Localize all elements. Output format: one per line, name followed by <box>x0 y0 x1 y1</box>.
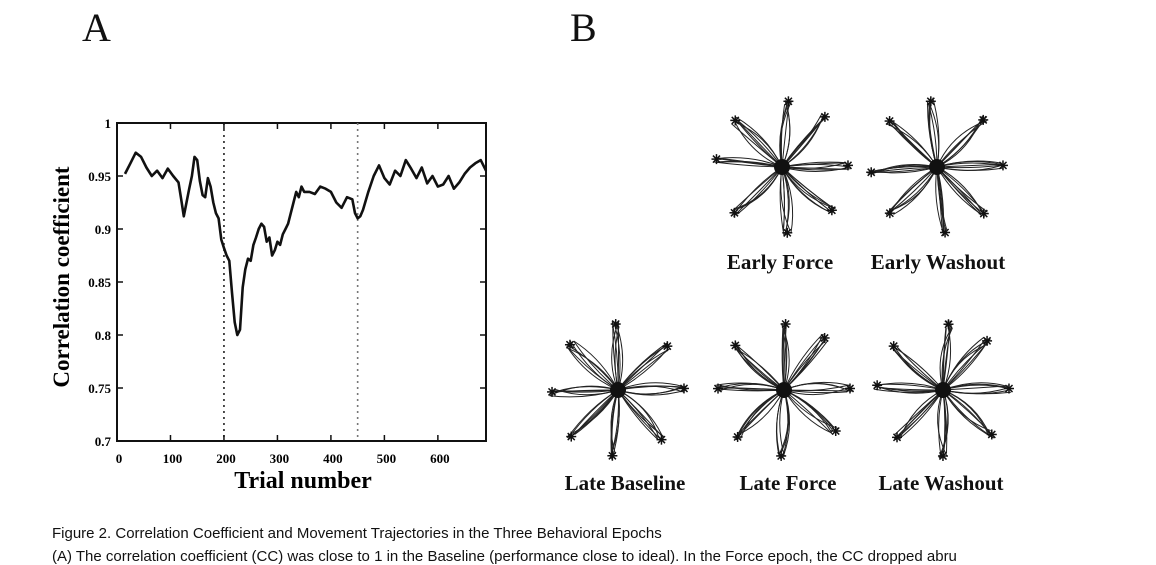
trajectory-path <box>942 389 991 436</box>
trajectory-path <box>889 166 938 213</box>
plot-frame <box>116 122 487 442</box>
target-marker <box>712 155 721 164</box>
x-tick-label: 200 <box>216 451 236 466</box>
y-tick-label: 0.75 <box>88 381 111 396</box>
target-marker <box>885 209 894 218</box>
x-tick-label: 100 <box>163 451 183 466</box>
trajectory-label-early-force: Early Force <box>726 250 834 274</box>
target-marker <box>820 333 829 343</box>
target-marker <box>979 209 988 218</box>
trajectory-path <box>569 340 619 391</box>
target-marker <box>843 161 853 170</box>
trajectory-path <box>781 166 786 232</box>
y-tick-label: 1 <box>105 116 112 131</box>
trajectory-path <box>733 166 783 217</box>
trajectory-path <box>617 320 620 391</box>
target-marker <box>940 228 950 237</box>
target-marker <box>713 384 723 393</box>
trajectory-label-late-force: Late Force <box>739 471 837 495</box>
target-marker <box>608 451 617 460</box>
target-marker <box>611 319 620 329</box>
target-marker <box>733 432 742 442</box>
x-tick-label: 600 <box>430 451 450 466</box>
target-marker <box>983 336 992 345</box>
target-marker <box>679 384 689 393</box>
center-target <box>774 159 790 175</box>
target-marker <box>663 342 672 351</box>
trajectory-path <box>617 389 665 443</box>
trajectory-plot <box>872 319 1014 461</box>
trajectory-path <box>890 166 938 211</box>
correlation-line <box>123 151 488 337</box>
center-target <box>929 159 945 175</box>
target-marker <box>657 435 666 444</box>
target-marker <box>889 342 898 351</box>
x-tick-label: 0 <box>116 451 123 466</box>
target-marker <box>979 115 988 124</box>
x-tick-label: 300 <box>270 451 290 466</box>
target-marker <box>1004 384 1014 393</box>
trajectory-plot <box>866 96 1008 238</box>
y-tick-label: 0.9 <box>95 222 112 237</box>
trajectory-path <box>936 121 982 168</box>
target-marker <box>783 228 792 237</box>
center-target <box>776 382 792 398</box>
target-marker <box>944 320 953 329</box>
trajectory-plot <box>713 319 855 461</box>
trajectory-label-late-baseline: Late Baseline <box>564 471 686 495</box>
trajectory-path <box>731 166 783 212</box>
target-marker <box>781 319 790 329</box>
panel-a-letter: A <box>82 5 111 50</box>
target-marker <box>565 340 575 349</box>
figure-caption-title: Figure 2. Correlation Coefficient and Mo… <box>52 525 662 542</box>
target-marker <box>831 426 840 436</box>
target-marker <box>731 116 740 125</box>
target-marker <box>892 433 902 442</box>
center-target <box>935 382 951 398</box>
target-marker <box>731 341 740 350</box>
trajectory-path <box>891 166 938 211</box>
y-tick-label: 0.7 <box>95 434 112 449</box>
target-marker <box>547 387 557 396</box>
center-target <box>610 382 626 398</box>
target-marker <box>777 451 786 461</box>
target-marker <box>567 432 576 441</box>
target-marker <box>926 97 935 106</box>
figure-caption-body: (A) The correlation coefficient (CC) was… <box>52 548 957 565</box>
trajectory-path <box>781 166 836 210</box>
trajectory-path <box>781 166 835 209</box>
target-marker <box>784 97 793 106</box>
trajectory-plot <box>711 96 853 238</box>
trajectory-path <box>783 389 840 430</box>
x-tick-label: 500 <box>377 451 397 466</box>
trajectory-plot <box>547 319 689 461</box>
trajectory-label-early-washout: Early Washout <box>870 250 1006 274</box>
target-marker <box>998 161 1008 170</box>
trajectory-path <box>942 389 990 436</box>
target-marker <box>867 168 876 177</box>
y-axis-label: Correlation coefficient <box>49 166 74 388</box>
target-marker <box>845 384 855 393</box>
trajectory-path <box>936 166 988 213</box>
correlation-chart: 0.7 0.75 0.8 0.85 0.9 0.95 1 0 100 200 300 400 500 6… <box>49 116 488 494</box>
target-marker <box>987 430 996 439</box>
trajectory-label-late-washout: Late Washout <box>878 471 1004 495</box>
x-tick-label: 400 <box>323 451 343 466</box>
trajectory-panels <box>547 96 1014 461</box>
y-tick-label: 0.8 <box>95 328 112 343</box>
y-tick-label: 0.85 <box>88 275 111 290</box>
target-marker <box>820 112 829 121</box>
trajectory-path <box>783 389 834 436</box>
panel-b-letter: B <box>570 5 597 50</box>
target-marker <box>885 116 894 126</box>
target-marker <box>730 208 739 217</box>
y-tick-label: 0.95 <box>88 169 111 184</box>
x-axis-label: Trial number <box>234 468 372 494</box>
target-marker <box>938 451 948 461</box>
target-marker <box>873 381 882 390</box>
target-marker <box>827 206 836 215</box>
